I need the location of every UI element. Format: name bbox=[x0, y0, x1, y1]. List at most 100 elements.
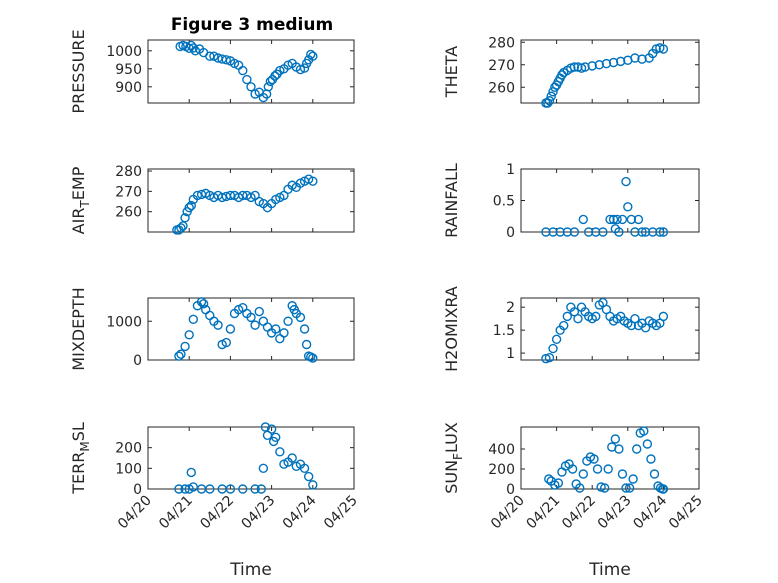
y-axis-label: H2OMIXRA bbox=[442, 286, 461, 372]
data-point bbox=[205, 484, 215, 494]
data-point bbox=[260, 422, 271, 432]
data-point bbox=[266, 424, 277, 434]
data-point bbox=[250, 484, 260, 494]
y-axis-label: SUNFLUX bbox=[442, 422, 465, 494]
x-axis-label: Time bbox=[229, 560, 272, 580]
data-point bbox=[605, 214, 615, 225]
data-point bbox=[295, 64, 306, 75]
data-point bbox=[639, 426, 649, 436]
data-point bbox=[578, 214, 588, 225]
data-point bbox=[617, 469, 628, 479]
data-point bbox=[599, 483, 610, 493]
data-point bbox=[308, 51, 318, 61]
y-tick-label: 900 bbox=[115, 80, 142, 96]
data-point bbox=[608, 214, 619, 225]
data-point bbox=[213, 320, 223, 330]
y-tick-label: 0 bbox=[506, 482, 515, 498]
data-point bbox=[637, 54, 647, 64]
x-tick-label: 04/21 bbox=[156, 493, 196, 533]
y-tick-label: 200 bbox=[115, 441, 142, 457]
axes-frame bbox=[520, 426, 700, 490]
data-point bbox=[637, 227, 647, 237]
x-tick-label: 04/20 bbox=[488, 493, 528, 533]
data-point bbox=[180, 213, 190, 223]
data-point bbox=[580, 62, 590, 72]
subplot-5: 0 1000 MIXDEPTH bbox=[69, 287, 355, 371]
x-tick-label: 04/23 bbox=[595, 493, 635, 533]
y-tick-label: 270 bbox=[488, 58, 515, 74]
y-axis-label: PRESSURE bbox=[69, 29, 88, 113]
data-point bbox=[655, 227, 665, 237]
data-point bbox=[180, 484, 190, 494]
data-point bbox=[176, 223, 186, 233]
data-point bbox=[174, 484, 184, 494]
y-axis-label: RAINFALL bbox=[442, 163, 461, 238]
x-tick-label: 04/23 bbox=[239, 493, 279, 533]
data-point bbox=[180, 341, 190, 352]
data-point bbox=[176, 349, 186, 359]
data-point bbox=[658, 227, 669, 237]
x-tick-label: 04/25 bbox=[321, 493, 361, 533]
data-point bbox=[633, 214, 644, 225]
data-point bbox=[541, 227, 551, 237]
data-point bbox=[583, 227, 594, 237]
data-point bbox=[573, 313, 583, 324]
data-point bbox=[544, 353, 555, 363]
axes-frame bbox=[147, 168, 355, 233]
data-point bbox=[299, 324, 310, 334]
data-point bbox=[658, 44, 669, 54]
data-point bbox=[238, 190, 248, 201]
data-point bbox=[242, 74, 252, 85]
data-point bbox=[632, 444, 642, 454]
data-point bbox=[608, 57, 619, 68]
subplot-6: 1 1.5 2 H2OMIXRA bbox=[442, 286, 700, 372]
x-tick-label: 04/20 bbox=[115, 493, 155, 533]
data-point bbox=[553, 478, 564, 488]
data-point bbox=[578, 469, 588, 479]
data-point bbox=[658, 311, 669, 322]
data-point bbox=[225, 324, 236, 334]
data-point bbox=[221, 55, 231, 65]
data-point bbox=[544, 474, 554, 484]
data-point bbox=[614, 444, 624, 454]
data-point bbox=[299, 463, 310, 474]
y-tick-label: 0.5 bbox=[493, 194, 515, 210]
data-point bbox=[270, 71, 280, 81]
data-point bbox=[559, 320, 569, 331]
data-point bbox=[628, 474, 638, 484]
data-point bbox=[246, 312, 256, 323]
data-point bbox=[649, 469, 660, 479]
data-point bbox=[301, 339, 312, 350]
data-point bbox=[591, 311, 601, 322]
data-point bbox=[308, 176, 318, 186]
data-point bbox=[188, 482, 199, 492]
figure-title: Figure 3 medium bbox=[171, 15, 333, 35]
data-point bbox=[186, 467, 196, 478]
data-point bbox=[562, 311, 572, 322]
data-point bbox=[548, 343, 558, 354]
data-point bbox=[569, 62, 580, 72]
data-point bbox=[603, 464, 613, 474]
data-point bbox=[612, 214, 622, 225]
y-tick-label: 0 bbox=[133, 353, 142, 369]
data-point bbox=[587, 61, 597, 71]
data-point bbox=[225, 484, 236, 494]
x-tick-label: 04/24 bbox=[280, 492, 320, 532]
y-axis-label: TERRMSL bbox=[69, 422, 92, 495]
data-point bbox=[546, 91, 556, 101]
data-point bbox=[617, 214, 628, 225]
data-point bbox=[589, 454, 599, 464]
data-point bbox=[548, 227, 558, 237]
y-tick-label: 280 bbox=[488, 35, 515, 51]
data-point bbox=[555, 227, 565, 237]
x-tick-label: 04/22 bbox=[559, 493, 599, 533]
data-point bbox=[626, 214, 637, 225]
data-point bbox=[271, 324, 281, 334]
data-point bbox=[246, 82, 256, 92]
y-tick-label: 2 bbox=[506, 300, 515, 316]
y-tick-label: 280 bbox=[115, 164, 142, 180]
y-tick-label: 950 bbox=[115, 62, 142, 78]
y-tick-label: 200 bbox=[488, 462, 515, 478]
